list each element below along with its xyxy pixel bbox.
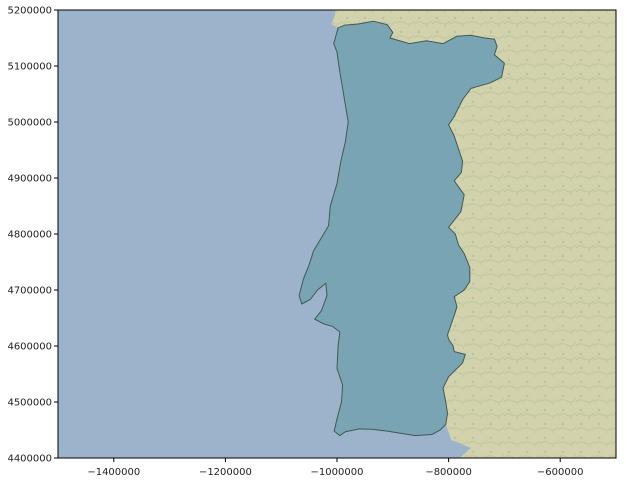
region-overlays	[298, 20, 505, 437]
y-tick-label: 5100000	[7, 62, 52, 73]
y-axis: 4400000 4500000 4600000 4700000 4800000 49000…	[7, 6, 58, 465]
y-tick-label: 4900000	[7, 174, 52, 185]
x-tick-label: −800000	[425, 467, 472, 478]
plot-area	[58, 10, 616, 458]
y-tick-label: 4800000	[7, 230, 52, 241]
x-tick-label: −600000	[537, 467, 584, 478]
y-tick-label: 4400000	[7, 454, 52, 465]
y-tick-label: 4700000	[7, 286, 52, 297]
x-tick-label: −1400000	[87, 467, 140, 478]
y-tick-label: 5000000	[7, 118, 52, 129]
y-tick-label: 4600000	[7, 342, 52, 353]
region-portugal-mainland	[298, 20, 505, 437]
x-tick-label: −1000000	[311, 467, 364, 478]
y-tick-label: 5200000	[7, 6, 52, 17]
terrain-texture	[331, 10, 616, 458]
spain-land-basemap	[331, 10, 616, 458]
x-tick-label: −1200000	[199, 467, 252, 478]
x-axis: −1400000 −1200000 −1000000 −800000 −600000	[87, 458, 583, 478]
y-tick-label: 4500000	[7, 398, 52, 409]
